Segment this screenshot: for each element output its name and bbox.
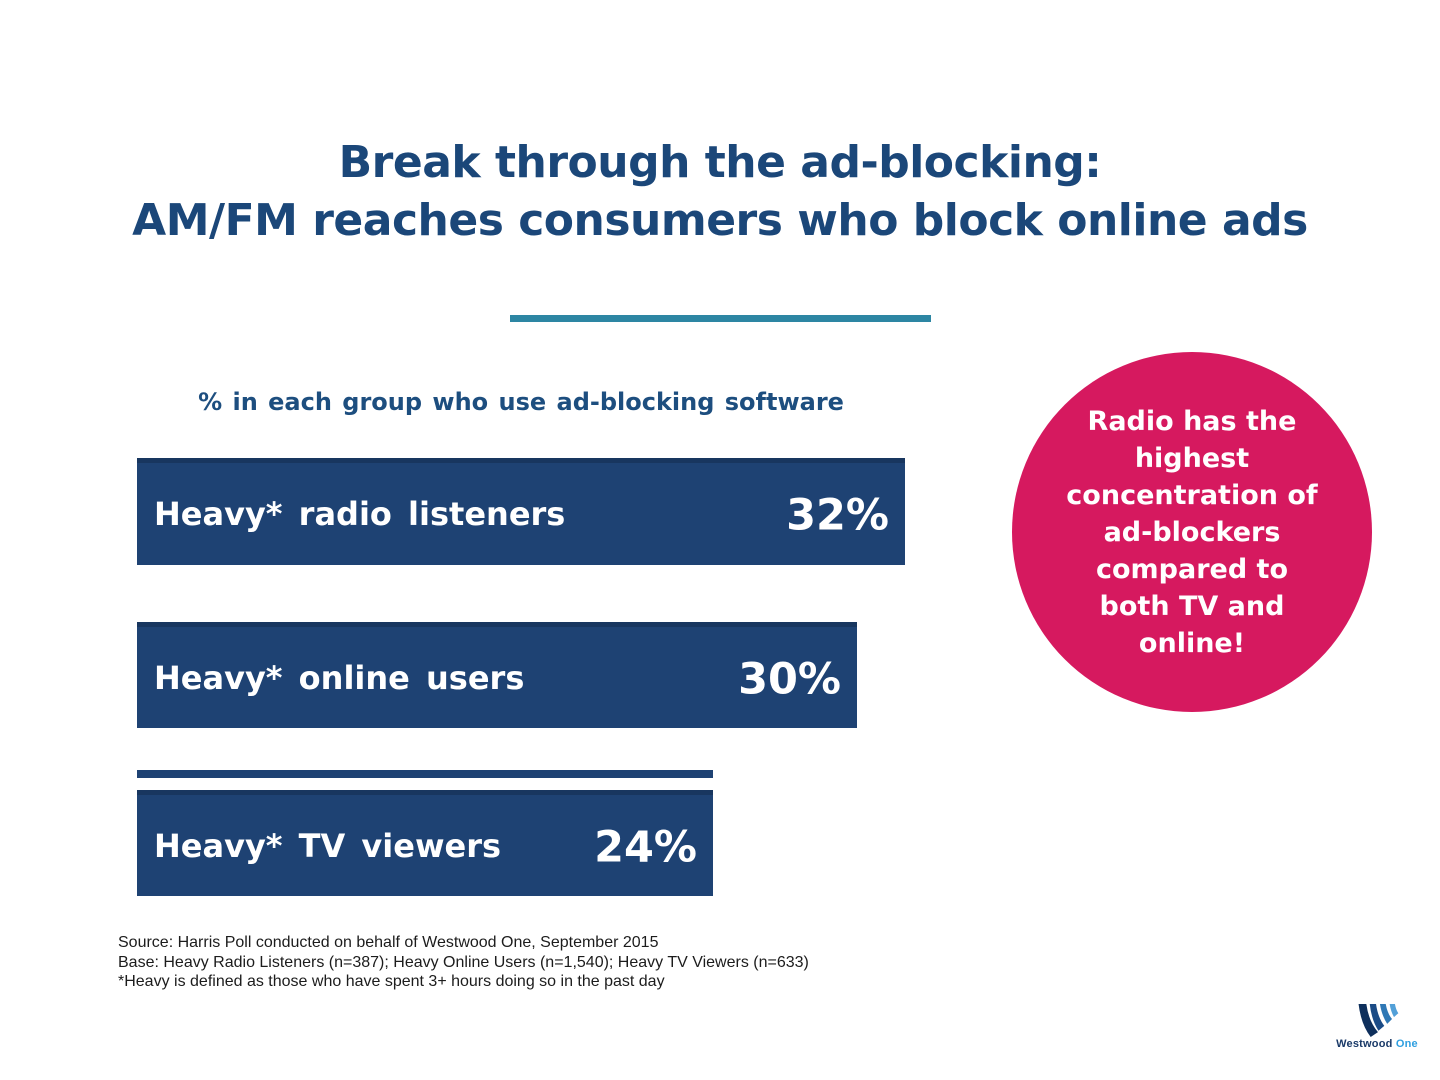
source-notes: Source: Harris Poll conducted on behalf …: [118, 933, 1018, 992]
bar-value-tv: 24%: [594, 822, 697, 872]
callout-line: both TV and: [1099, 590, 1285, 622]
westwood-one-w-icon: [1358, 1004, 1399, 1037]
callout-line: concentration of: [1066, 479, 1318, 511]
callout-line: online!: [1138, 627, 1246, 659]
bar-label-radio: Heavy* radio listeners: [154, 495, 566, 533]
chart-heading: % in each group who use ad-blocking soft…: [198, 388, 844, 416]
logo-word-westwood: Westwood: [1336, 1038, 1393, 1050]
slide-title-line2: AM/FM reaches consumers who block online…: [132, 195, 1308, 246]
westwood-one-logo-text: Westwood One: [1336, 1038, 1418, 1050]
callout-text: Radio has the highest concentration of a…: [1066, 403, 1317, 662]
slide-title-line1: Break through the ad-blocking:: [338, 137, 1102, 188]
bar-radio: Heavy* radio listeners 32%: [137, 458, 905, 565]
bar-value-radio: 32%: [786, 490, 889, 541]
bar-label-tv: Heavy* TV viewers: [154, 826, 502, 865]
source-line1: Source: Harris Poll conducted on behalf …: [118, 934, 659, 951]
source-line2: Base: Heavy Radio Listeners (n=387); Hea…: [118, 953, 809, 971]
title-divider-line: [510, 315, 931, 322]
callout-line: Radio has the: [1087, 405, 1297, 437]
bar-tv-top-strip: [137, 770, 713, 778]
bar-tv: Heavy* TV viewers 24%: [137, 790, 713, 896]
logo-word-one: One: [1395, 1038, 1418, 1050]
bar-label-online: Heavy* online users: [154, 658, 525, 697]
callout-line: compared to: [1095, 553, 1289, 585]
slide-title: Break through the ad-blocking: AM/FM rea…: [0, 134, 1440, 250]
bar-online: Heavy* online users 30%: [137, 622, 857, 728]
bar-value-online: 30%: [738, 654, 841, 704]
callout-line: ad-blockers: [1103, 516, 1281, 548]
callout-line: highest: [1134, 442, 1250, 474]
westwood-one-logo: Westwood One: [1322, 1004, 1432, 1060]
callout-circle: Radio has the highest concentration of a…: [1012, 352, 1372, 712]
source-line3: *Heavy is defined as those who have spen…: [118, 973, 665, 990]
